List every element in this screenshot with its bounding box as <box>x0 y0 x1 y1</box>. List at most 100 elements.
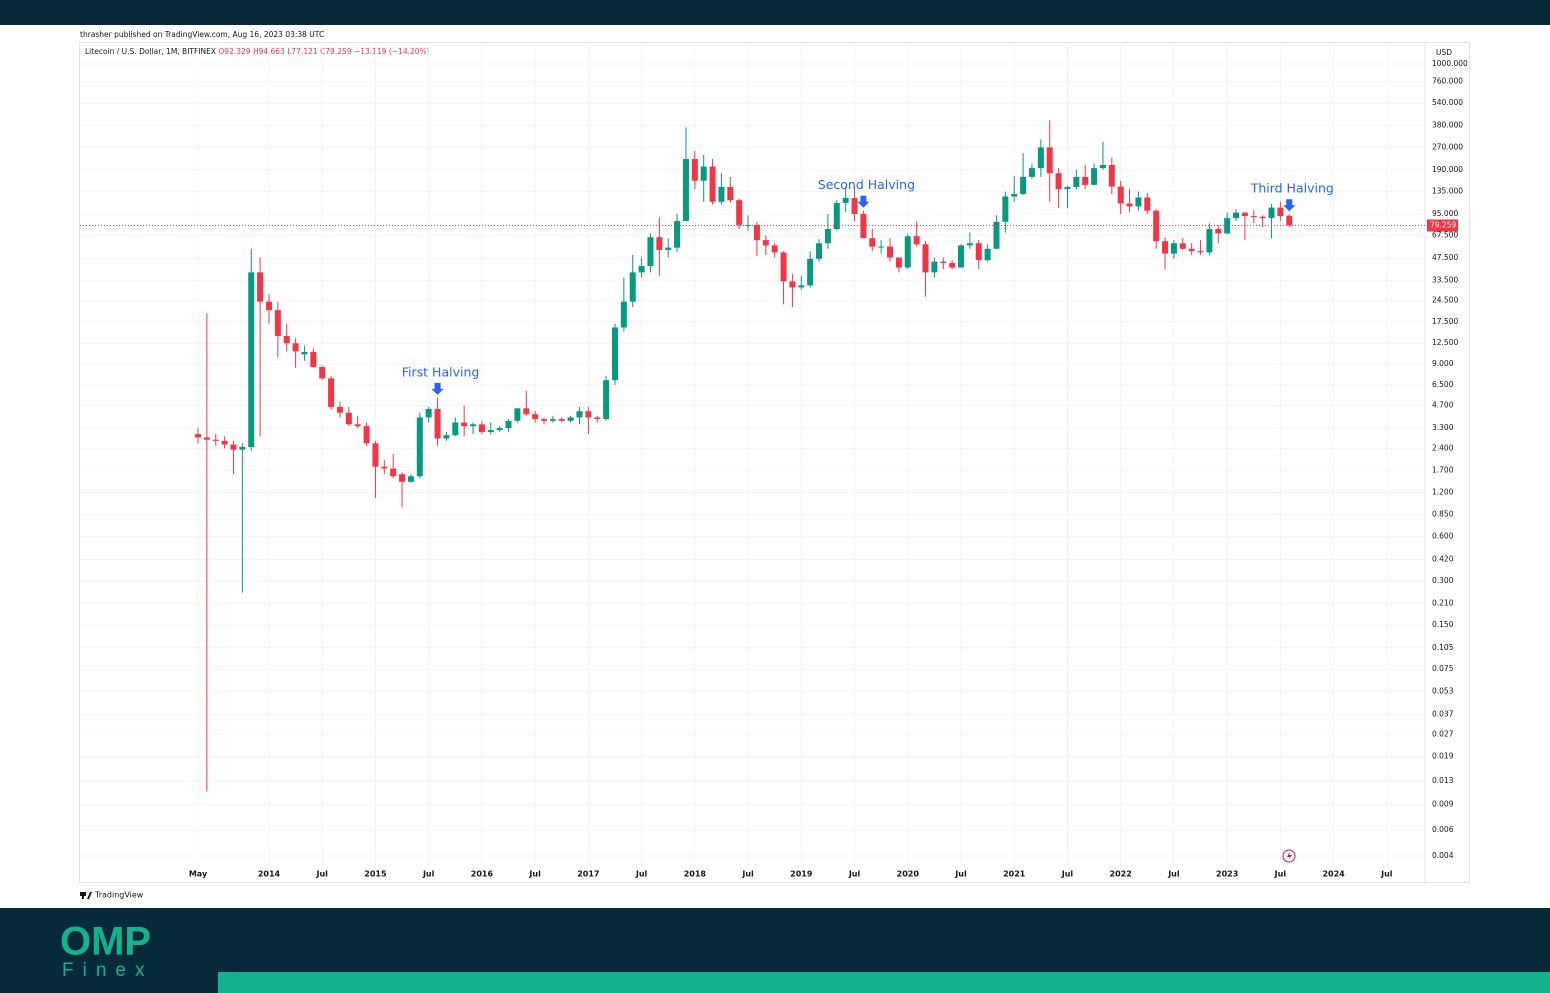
candle-body <box>594 417 601 420</box>
candle-body <box>381 466 388 469</box>
candle-body <box>390 468 397 477</box>
y-tick-label: 33.500 <box>1432 275 1458 284</box>
candle-body <box>1224 218 1231 234</box>
x-tick-label: 2020 <box>897 870 920 879</box>
halving-label: Third Halving <box>1250 181 1334 196</box>
event-icon[interactable] <box>1282 849 1296 863</box>
y-tick-label: 0.850 <box>1432 510 1454 519</box>
candle-body <box>1153 210 1160 242</box>
x-tick-label: Jul <box>528 870 541 879</box>
candle-body <box>301 351 308 355</box>
halving-arrow <box>1283 199 1296 212</box>
candle-body <box>372 443 379 467</box>
attribution: thrasher published on TradingView.com, A… <box>80 30 324 39</box>
footer-accent <box>218 972 1550 993</box>
candle-body <box>1259 216 1266 219</box>
candle-body <box>576 411 583 418</box>
candle-body <box>940 261 947 264</box>
y-tick-label: 1.200 <box>1432 488 1454 497</box>
candle-body <box>1197 251 1204 253</box>
candle-body <box>345 412 352 425</box>
x-tick-label: 2015 <box>364 870 387 879</box>
currency: USD <box>1436 48 1452 57</box>
candle-body <box>975 243 982 261</box>
candle-body <box>798 285 805 288</box>
candle-body <box>336 406 343 413</box>
candle-body <box>230 444 237 450</box>
candle-body <box>949 263 956 268</box>
candle-body <box>1144 197 1151 211</box>
y-tick-label: 0.600 <box>1432 532 1454 541</box>
y-tick-label: 67.500 <box>1432 231 1458 240</box>
candle-body <box>824 229 831 244</box>
candle-body <box>638 265 645 273</box>
y-tick-label: 270.000 <box>1432 142 1463 151</box>
candle-body <box>292 343 299 352</box>
halving-arrow <box>431 382 444 395</box>
candle-body <box>452 422 459 436</box>
candle-body <box>771 245 778 253</box>
x-tick-label: 2019 <box>790 870 813 879</box>
candle-body <box>558 419 565 421</box>
y-tick-label: 95.000 <box>1432 209 1458 218</box>
y-tick-label: 135.000 <box>1432 187 1463 196</box>
y-tick-label: 0.004 <box>1432 851 1454 860</box>
candle-body <box>274 310 281 336</box>
candle-body <box>212 439 219 441</box>
x-tick-label: Jul <box>741 870 754 879</box>
candle-body <box>931 261 938 273</box>
candle-body <box>478 424 485 433</box>
candle-body <box>984 248 991 261</box>
candle-body <box>718 187 725 202</box>
candle-body <box>1011 193 1018 197</box>
candle-body <box>541 419 548 421</box>
page-area <box>0 25 1550 908</box>
x-tick-label: May <box>189 870 208 879</box>
candle-body <box>1020 176 1027 194</box>
tradingview-text: TradingView <box>94 891 144 900</box>
candle-body <box>265 301 272 311</box>
candle-body <box>629 272 636 302</box>
y-tick-label: 47.500 <box>1432 253 1458 262</box>
x-tick-label: Jul <box>1061 870 1074 879</box>
candle-body <box>913 236 920 245</box>
candle-body <box>363 426 370 444</box>
y-tick-label: 4.700 <box>1432 401 1454 410</box>
candle-body <box>203 437 210 440</box>
candle-body <box>895 257 902 268</box>
candle-body <box>789 281 796 288</box>
x-tick-label: 2017 <box>577 870 599 879</box>
candle-body <box>780 252 787 282</box>
x-tick-label: 2023 <box>1216 870 1238 879</box>
candle-body <box>407 476 414 482</box>
candle-body <box>603 380 610 420</box>
halving-label: Second Halving <box>818 177 915 192</box>
x-tick-label: Jul <box>1274 870 1287 879</box>
candle-body <box>1233 212 1240 219</box>
y-tick-label: 0.027 <box>1432 729 1454 738</box>
candle-body <box>1073 176 1080 188</box>
candle-body <box>665 247 672 250</box>
candle-body <box>851 198 858 214</box>
candle-body <box>1055 173 1062 190</box>
ohlc-low: L77.121 <box>287 47 318 56</box>
candle-body <box>1117 186 1124 204</box>
y-tick-label: 9.000 <box>1432 359 1454 368</box>
candle-body <box>816 243 823 259</box>
candle-body <box>1179 243 1186 249</box>
ohlc-close: C79.259 <box>320 47 352 56</box>
y-tick-label: 0.075 <box>1432 664 1454 673</box>
candle-body <box>487 430 494 433</box>
candle-body <box>1126 203 1133 207</box>
candle-body <box>248 272 255 448</box>
candle-body <box>1268 207 1275 219</box>
candle-body <box>904 236 911 268</box>
last-price-box <box>1427 219 1458 232</box>
candle-body <box>620 301 627 328</box>
x-tick-label: Jul <box>315 870 328 879</box>
x-tick-label: Jul <box>1167 870 1180 879</box>
candle-body <box>1099 164 1106 169</box>
tradingview-logo: TradingView <box>80 891 144 900</box>
x-tick-label: Jul <box>635 870 648 879</box>
